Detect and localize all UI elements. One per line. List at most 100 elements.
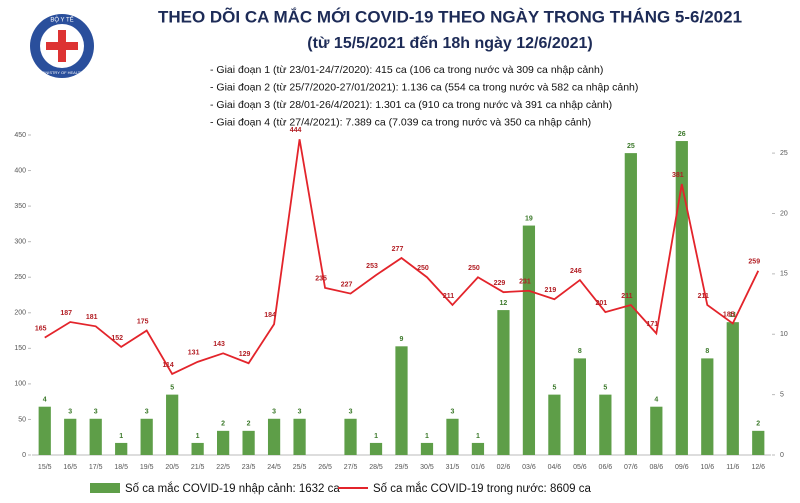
bar <box>395 346 408 455</box>
line-label: 185 <box>723 311 735 318</box>
bar-label: 3 <box>272 409 276 416</box>
line-label: 152 <box>111 335 123 342</box>
bar <box>446 418 459 455</box>
bar-label: 26 <box>678 131 686 138</box>
bar <box>726 322 739 455</box>
line-label: 219 <box>545 287 557 294</box>
x-tick-label: 20/5 <box>165 464 179 471</box>
x-tick-label: 04/6 <box>548 464 562 471</box>
note: - Giai đoạn 3 (từ 28/01-26/4/2021): 1.30… <box>210 99 612 111</box>
bar-label: 1 <box>374 433 378 440</box>
bar <box>191 442 204 455</box>
line-label: 444 <box>290 127 302 134</box>
y2-tick-label: 0 <box>780 452 784 459</box>
x-tick-label: 24/5 <box>267 464 281 471</box>
bar <box>573 358 586 455</box>
line-label: 250 <box>468 265 480 272</box>
bar-label: 1 <box>119 433 123 440</box>
bar <box>420 442 434 455</box>
bar-label: 3 <box>349 409 353 416</box>
line-label: 211 <box>698 293 709 300</box>
x-tick-label: 11/6 <box>726 464 739 471</box>
bar-label: 5 <box>170 384 174 391</box>
line-label: 211 <box>443 293 454 300</box>
bar-label: 8 <box>705 348 709 355</box>
bar <box>64 418 77 455</box>
bar <box>38 406 51 455</box>
line-label: 171 <box>646 321 658 328</box>
line-label: 231 <box>519 279 531 286</box>
bar <box>89 418 102 455</box>
x-tick-label: 27/5 <box>344 464 358 471</box>
y2-tick-label: 10 <box>780 331 788 338</box>
bar <box>701 358 714 455</box>
y-tick-label: 400 <box>14 167 26 174</box>
x-tick-label: 09/6 <box>675 464 689 471</box>
x-tick-label: 03/6 <box>522 464 536 471</box>
x-tick-label: 29/5 <box>395 464 409 471</box>
line-label: 227 <box>341 281 353 288</box>
bar-label: 2 <box>756 421 760 428</box>
bar <box>471 442 485 455</box>
x-tick-label: 19/5 <box>140 464 154 471</box>
chart-title: THEO DÕI CA MẮC MỚI COVID-19 THEO NGÀY T… <box>158 6 742 26</box>
line-label: 187 <box>60 310 72 317</box>
bar <box>140 418 153 455</box>
note: - Giai đoạn 1 (từ 23/01-24/7/2020): 415 … <box>210 64 603 76</box>
bar <box>752 430 765 455</box>
bar <box>267 418 281 455</box>
bar-label: 3 <box>298 409 302 416</box>
bar <box>497 310 510 455</box>
y2-tick-label: 5 <box>780 391 784 398</box>
x-tick-label: 21/5 <box>191 464 205 471</box>
line-label: 235 <box>315 276 327 283</box>
line <box>44 139 760 376</box>
line-label: 114 <box>163 362 174 369</box>
x-tick-label: 12/6 <box>751 464 765 471</box>
line-label: 381 <box>672 172 684 179</box>
bar <box>599 394 612 455</box>
bar <box>344 418 357 455</box>
bar-label: 3 <box>68 409 72 416</box>
line-label: 129 <box>239 351 251 358</box>
x-tick-label: 18/5 <box>114 464 128 471</box>
x-tick-label: 06/6 <box>599 464 613 471</box>
bar <box>217 430 230 455</box>
bar-label: 3 <box>451 409 455 416</box>
bar <box>166 394 179 455</box>
line-label: 211 <box>621 293 632 300</box>
x-tick-label: 08/6 <box>650 464 664 471</box>
x-tick-label: 17/5 <box>89 464 103 471</box>
legend-swatch <box>90 483 120 493</box>
bar-label: 1 <box>476 433 480 440</box>
line-label: 259 <box>748 259 760 266</box>
x-tick-label: 26/5 <box>318 464 332 471</box>
y-tick-label: 450 <box>14 132 26 139</box>
line-label: 201 <box>596 300 608 307</box>
x-tick-label: 23/5 <box>242 464 256 471</box>
y-tick-label: 250 <box>14 274 26 281</box>
bar <box>650 406 663 455</box>
x-tick-label: 07/6 <box>624 464 638 471</box>
bar-label: 11 <box>729 312 737 319</box>
y-tick-label: 100 <box>14 381 26 388</box>
logo: BỘ Y TẾ MINISTRY OF HEALTH <box>30 14 94 78</box>
bar-label: 3 <box>94 409 98 416</box>
bar-label: 8 <box>578 348 582 355</box>
bar-label: 5 <box>552 384 556 391</box>
y-tick-label: 200 <box>14 310 26 317</box>
x-tick-label: 16/5 <box>63 464 77 471</box>
bar <box>675 141 688 456</box>
logo-text: BỘ Y TẾ <box>50 17 73 24</box>
x-tick-label: 30/5 <box>420 464 434 471</box>
bar-label: 2 <box>247 421 251 428</box>
y2-tick-label: 20 <box>780 210 788 217</box>
logo-cross <box>46 42 78 50</box>
y-tick-label: 50 <box>18 416 26 423</box>
bar-label: 1 <box>425 433 429 440</box>
chart-subtitle: (từ 15/5/2021 đến 18h ngày 12/6/2021) <box>307 35 593 52</box>
bar-label: 4 <box>654 397 658 404</box>
y-tick-label: 0 <box>22 452 26 459</box>
bar-label: 19 <box>525 215 533 222</box>
y-tick-label: 150 <box>14 345 26 352</box>
